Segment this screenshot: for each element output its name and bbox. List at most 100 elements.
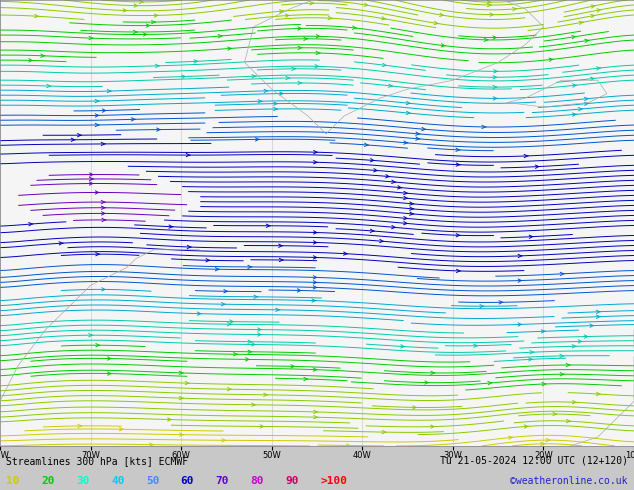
FancyArrowPatch shape: [488, 382, 492, 385]
FancyArrowPatch shape: [47, 84, 51, 88]
FancyArrowPatch shape: [169, 225, 173, 228]
FancyArrowPatch shape: [89, 36, 93, 40]
FancyArrowPatch shape: [101, 200, 105, 204]
FancyArrowPatch shape: [493, 85, 497, 89]
FancyArrowPatch shape: [131, 118, 136, 121]
FancyArrowPatch shape: [499, 301, 503, 304]
FancyArrowPatch shape: [260, 425, 264, 428]
FancyArrowPatch shape: [107, 357, 112, 360]
FancyArrowPatch shape: [572, 35, 576, 39]
FancyArrowPatch shape: [258, 99, 262, 103]
FancyArrowPatch shape: [257, 333, 262, 336]
Text: ©weatheronline.co.uk: ©weatheronline.co.uk: [510, 476, 628, 487]
FancyArrowPatch shape: [389, 84, 393, 87]
FancyArrowPatch shape: [488, 3, 492, 7]
FancyArrowPatch shape: [102, 218, 106, 221]
FancyArrowPatch shape: [107, 372, 112, 375]
FancyArrowPatch shape: [134, 4, 138, 7]
FancyArrowPatch shape: [425, 381, 429, 384]
FancyArrowPatch shape: [89, 182, 94, 185]
FancyArrowPatch shape: [591, 14, 595, 18]
FancyArrowPatch shape: [392, 180, 396, 183]
FancyArrowPatch shape: [304, 377, 308, 381]
FancyArrowPatch shape: [276, 308, 280, 312]
FancyArrowPatch shape: [365, 143, 368, 147]
FancyArrowPatch shape: [313, 241, 318, 244]
FancyArrowPatch shape: [370, 229, 375, 232]
Text: Tu 21-05-2024 12:00 UTC (12+120): Tu 21-05-2024 12:00 UTC (12+120): [439, 456, 628, 466]
FancyArrowPatch shape: [89, 173, 94, 176]
FancyArrowPatch shape: [406, 101, 411, 105]
FancyArrowPatch shape: [480, 305, 484, 308]
FancyArrowPatch shape: [279, 244, 283, 247]
FancyArrowPatch shape: [431, 371, 435, 374]
FancyArrowPatch shape: [597, 392, 600, 395]
FancyArrowPatch shape: [107, 90, 112, 93]
FancyArrowPatch shape: [29, 222, 33, 226]
FancyArrowPatch shape: [179, 371, 183, 374]
FancyArrowPatch shape: [508, 436, 513, 440]
FancyArrowPatch shape: [228, 47, 232, 50]
FancyArrowPatch shape: [230, 320, 234, 323]
FancyArrowPatch shape: [382, 430, 386, 434]
FancyArrowPatch shape: [541, 330, 545, 333]
FancyArrowPatch shape: [573, 344, 576, 348]
FancyArrowPatch shape: [292, 67, 296, 71]
Text: 10: 10: [6, 476, 20, 487]
FancyArrowPatch shape: [456, 269, 461, 272]
Text: Streamlines 300 hPa [kts] ECMWF: Streamlines 300 hPa [kts] ECMWF: [6, 456, 188, 466]
Text: 50: 50: [146, 476, 159, 487]
FancyArrowPatch shape: [71, 138, 75, 142]
FancyArrowPatch shape: [535, 165, 540, 169]
FancyArrowPatch shape: [224, 290, 228, 293]
FancyArrowPatch shape: [119, 428, 124, 431]
FancyArrowPatch shape: [252, 343, 256, 346]
FancyArrowPatch shape: [597, 67, 601, 70]
FancyArrowPatch shape: [490, 13, 494, 16]
Text: 20: 20: [41, 476, 55, 487]
FancyArrowPatch shape: [157, 128, 161, 131]
FancyArrowPatch shape: [493, 75, 497, 79]
FancyArrowPatch shape: [392, 225, 396, 229]
FancyArrowPatch shape: [95, 123, 100, 126]
FancyArrowPatch shape: [280, 92, 284, 95]
FancyArrowPatch shape: [524, 154, 528, 158]
FancyArrowPatch shape: [404, 221, 408, 225]
FancyArrowPatch shape: [346, 444, 351, 447]
FancyArrowPatch shape: [221, 302, 226, 306]
FancyArrowPatch shape: [313, 368, 318, 371]
FancyArrowPatch shape: [404, 141, 408, 144]
FancyArrowPatch shape: [441, 44, 446, 47]
FancyArrowPatch shape: [316, 51, 320, 54]
FancyArrowPatch shape: [416, 132, 420, 135]
FancyArrowPatch shape: [597, 315, 600, 318]
Text: 60: 60: [181, 476, 194, 487]
FancyArrowPatch shape: [101, 142, 105, 146]
FancyArrowPatch shape: [313, 256, 318, 259]
FancyArrowPatch shape: [382, 17, 386, 20]
FancyArrowPatch shape: [597, 310, 600, 314]
FancyArrowPatch shape: [216, 268, 219, 271]
FancyArrowPatch shape: [280, 10, 284, 13]
FancyArrowPatch shape: [382, 63, 387, 67]
FancyArrowPatch shape: [257, 328, 262, 331]
FancyArrowPatch shape: [513, 7, 517, 11]
Text: 80: 80: [250, 476, 264, 487]
FancyArrowPatch shape: [187, 245, 191, 248]
FancyArrowPatch shape: [248, 340, 252, 343]
FancyArrowPatch shape: [313, 281, 318, 284]
FancyArrowPatch shape: [416, 137, 420, 140]
FancyArrowPatch shape: [256, 138, 259, 141]
FancyArrowPatch shape: [560, 372, 564, 376]
FancyArrowPatch shape: [524, 425, 529, 428]
FancyArrowPatch shape: [439, 13, 444, 17]
FancyArrowPatch shape: [264, 89, 268, 93]
FancyArrowPatch shape: [364, 3, 368, 6]
FancyArrowPatch shape: [95, 191, 100, 194]
FancyArrowPatch shape: [297, 289, 302, 292]
FancyArrowPatch shape: [546, 439, 550, 442]
FancyArrowPatch shape: [353, 26, 357, 29]
FancyArrowPatch shape: [41, 54, 45, 57]
FancyArrowPatch shape: [585, 98, 589, 100]
FancyArrowPatch shape: [410, 202, 414, 205]
